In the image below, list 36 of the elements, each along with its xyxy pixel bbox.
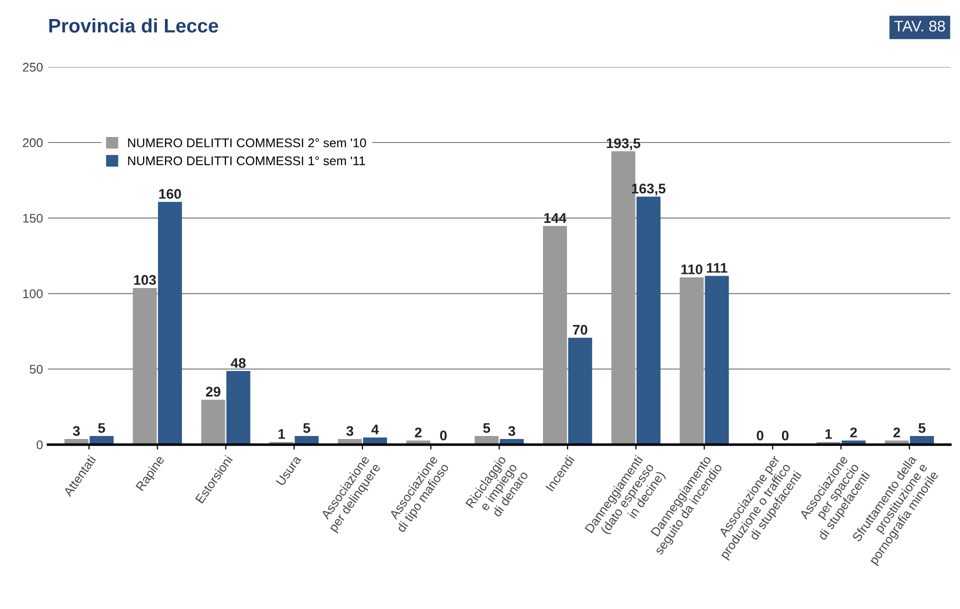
data-label: 4 bbox=[371, 424, 379, 434]
data-label: 0 bbox=[440, 430, 447, 440]
data-label: 193,5 bbox=[606, 138, 640, 150]
data-label: 160 bbox=[159, 188, 181, 199]
data-label: 5 bbox=[98, 423, 106, 433]
data-label: 29 bbox=[206, 386, 220, 397]
y-tick-label: 250 bbox=[22, 62, 43, 72]
data-label: 0 bbox=[782, 430, 789, 440]
y-tick-label: 150 bbox=[23, 214, 43, 223]
data-label: 163,5 bbox=[632, 184, 666, 196]
data-label: 70 bbox=[573, 324, 588, 335]
data-label: 2 bbox=[414, 428, 422, 438]
data-label: 5 bbox=[483, 423, 490, 433]
data-label: 111 bbox=[706, 263, 728, 273]
data-label: 2 bbox=[893, 428, 900, 438]
data-label: 3 bbox=[508, 426, 516, 436]
y-tick-label: 50 bbox=[30, 364, 43, 374]
data-label: 103 bbox=[134, 275, 156, 285]
data-label: 1 bbox=[825, 429, 832, 439]
data-label: 3 bbox=[72, 426, 80, 436]
data-label: 144 bbox=[544, 213, 566, 223]
y-tick-label: 200 bbox=[22, 138, 43, 148]
text: TAV. 88 bbox=[894, 20, 945, 32]
data-label: 3 bbox=[346, 426, 354, 436]
data-label: 2 bbox=[850, 428, 857, 438]
legend-label: NUMERO DELITTI COMMESSI 1° sem '11 bbox=[128, 156, 365, 166]
data-label: 5 bbox=[918, 423, 926, 433]
data-label: 0 bbox=[756, 430, 764, 440]
data-label: 110 bbox=[681, 264, 702, 274]
legend-label: NUMERO DELITTI COMMESSI 2° sem '10 bbox=[128, 138, 366, 148]
data-label: 5 bbox=[303, 423, 310, 433]
data-label: 1 bbox=[278, 429, 286, 439]
data-label: 48 bbox=[230, 358, 246, 368]
y-tick-label: 100 bbox=[23, 289, 43, 298]
chart-title: Provincia di Lecce bbox=[49, 18, 218, 33]
y-tick-label: 0 bbox=[36, 440, 43, 450]
